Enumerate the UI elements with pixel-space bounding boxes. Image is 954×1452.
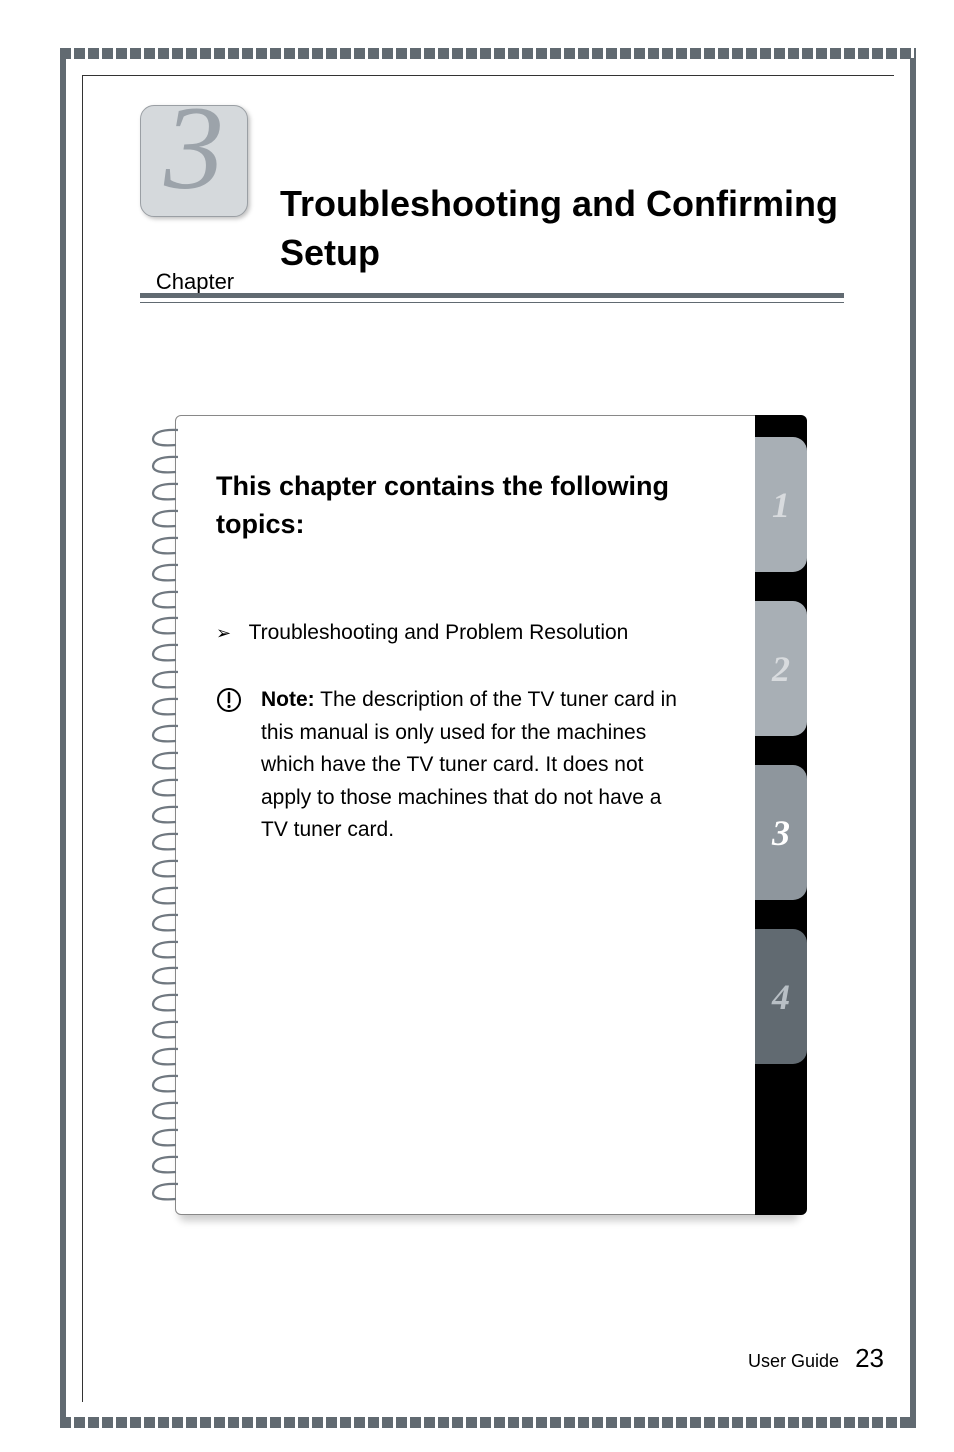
chapter-label: Chapter	[140, 269, 250, 295]
title-underline-thick	[140, 293, 844, 298]
tab-1[interactable]: 1	[755, 437, 807, 572]
spiral-ring-icon	[148, 643, 182, 663]
footer-guide-label: User Guide	[748, 1351, 839, 1372]
note-block: Note: The description of the TV tuner ca…	[216, 684, 684, 847]
spiral-ring-icon	[148, 1101, 182, 1121]
spiral-ring-icon	[148, 805, 182, 825]
content-subheading: This chapter contains the following topi…	[216, 468, 684, 544]
spiral-ring-icon	[148, 1020, 182, 1040]
spiral-ring-icon	[148, 563, 182, 583]
spiral-ring-icon	[148, 832, 182, 852]
spiral-binding	[148, 420, 188, 1210]
page-container: 3 Chapter Troubleshooting and Confirming…	[0, 0, 954, 1452]
tab-4[interactable]: 4	[755, 929, 807, 1064]
border-top-dashed	[60, 48, 916, 59]
spiral-ring-icon	[148, 1047, 182, 1067]
tab-2[interactable]: 2	[755, 601, 807, 736]
spiral-ring-icon	[148, 1128, 182, 1148]
spiral-ring-icon	[148, 859, 182, 879]
spiral-ring-icon	[148, 455, 182, 475]
tab-3-current[interactable]: 3	[755, 765, 807, 900]
note-alert-icon	[216, 687, 242, 713]
border-bottom-dashed	[60, 1417, 916, 1428]
spiral-ring-icon	[148, 616, 182, 636]
note-text: Note: The description of the TV tuner ca…	[261, 684, 684, 847]
bullet-row: ➢ Troubleshooting and Problem Resolution	[216, 621, 684, 645]
spiral-ring-icon	[148, 940, 182, 960]
spiral-ring-icon	[148, 482, 182, 502]
spiral-ring-icon	[148, 1182, 182, 1202]
spiral-ring-icon	[148, 993, 182, 1013]
note-body: The description of the TV tuner card in …	[261, 688, 677, 841]
chapter-badge: 3 Chapter	[140, 105, 250, 260]
page-number: 23	[855, 1343, 884, 1374]
border-right-solid	[910, 58, 916, 1428]
spiral-ring-icon	[148, 966, 182, 986]
spiral-ring-icon	[148, 886, 182, 906]
spiral-ring-icon	[148, 509, 182, 529]
spiral-ring-icon	[148, 697, 182, 717]
spiral-ring-icon	[148, 1155, 182, 1175]
note-label: Note:	[261, 688, 315, 711]
spiral-ring-icon	[148, 428, 182, 448]
spiral-ring-icon	[148, 778, 182, 798]
spiral-ring-icon	[148, 670, 182, 690]
spiral-ring-icon	[148, 751, 182, 771]
spiral-ring-icon	[148, 1074, 182, 1094]
spiral-ring-icon	[148, 536, 182, 556]
chapter-box: 3	[140, 105, 248, 217]
spiral-ring-icon	[148, 724, 182, 744]
chapter-number: 3	[164, 88, 224, 208]
chapter-title: Troubleshooting and Confirming Setup	[280, 180, 874, 277]
title-underline-thin	[140, 302, 844, 303]
border-left-solid	[60, 58, 66, 1428]
bullet-text: Troubleshooting and Problem Resolution	[249, 621, 629, 644]
footer: User Guide 23	[748, 1343, 884, 1374]
spiral-ring-icon	[148, 913, 182, 933]
bullet-arrow-icon: ➢	[216, 623, 231, 644]
tabs-column: 1 2 3 4	[755, 415, 807, 1215]
content-panel: This chapter contains the following topi…	[175, 415, 795, 1215]
spiral-ring-icon	[148, 590, 182, 610]
